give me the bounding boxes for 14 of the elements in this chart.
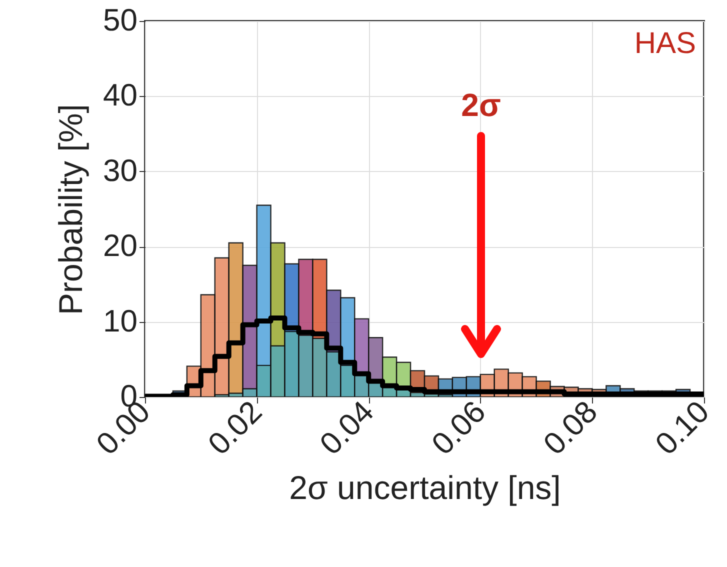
- x-tick-label: 0.04: [312, 394, 380, 462]
- x-tick-label: 0.10: [648, 394, 716, 462]
- y-tick-label: 50: [103, 2, 138, 38]
- y-tick-label: 20: [103, 228, 138, 264]
- x-axis-title: 2σ uncertainty [ns]: [289, 468, 561, 506]
- y-tick-label: 30: [103, 152, 138, 188]
- y-axis-title: Probability [%]: [52, 104, 90, 315]
- x-tick-label: 0.08: [536, 394, 604, 462]
- y-tick-label: 40: [103, 78, 138, 113]
- y-tick-label: 10: [103, 303, 138, 338]
- annotation: 2σ: [461, 87, 501, 123]
- x-tick-label: 0.02: [201, 394, 269, 462]
- annotation: HAS: [634, 27, 696, 60]
- x-tick-label: 0.06: [424, 394, 492, 462]
